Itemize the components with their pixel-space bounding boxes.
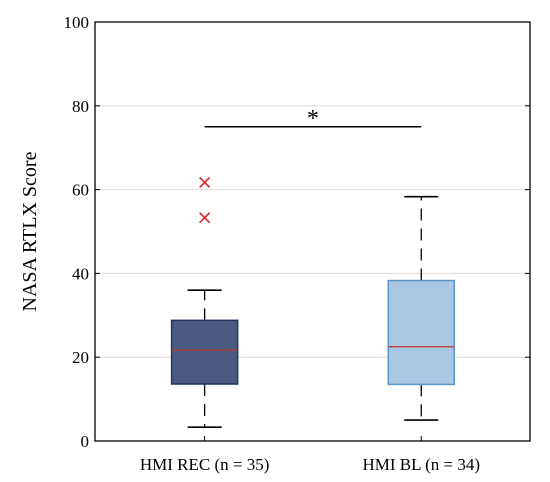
- y-tick-label-20: 20: [72, 348, 89, 367]
- y-tick-label-80: 80: [72, 97, 89, 116]
- box-1-outlier-1: [199, 176, 211, 189]
- box-2-iqr-rect: [387, 279, 455, 386]
- y-tick-label-100: 100: [64, 13, 90, 32]
- axes-frame: [94, 21, 531, 442]
- box-1-iqr-rect: [170, 319, 239, 385]
- y-tick-label-0: 0: [81, 432, 90, 451]
- y-tick-label-60: 60: [72, 181, 89, 200]
- x-category-label-1: HMI REC (n = 35): [140, 455, 270, 474]
- y-axis-label: NASA RTLX Score: [19, 151, 41, 311]
- box-1-outlier-2: [199, 212, 211, 224]
- plot-area: [95, 22, 530, 441]
- significance-marker: *: [307, 106, 319, 132]
- x-category-label-2: HMI BL (n = 34): [362, 455, 480, 474]
- y-tick-label-40: 40: [72, 264, 89, 283]
